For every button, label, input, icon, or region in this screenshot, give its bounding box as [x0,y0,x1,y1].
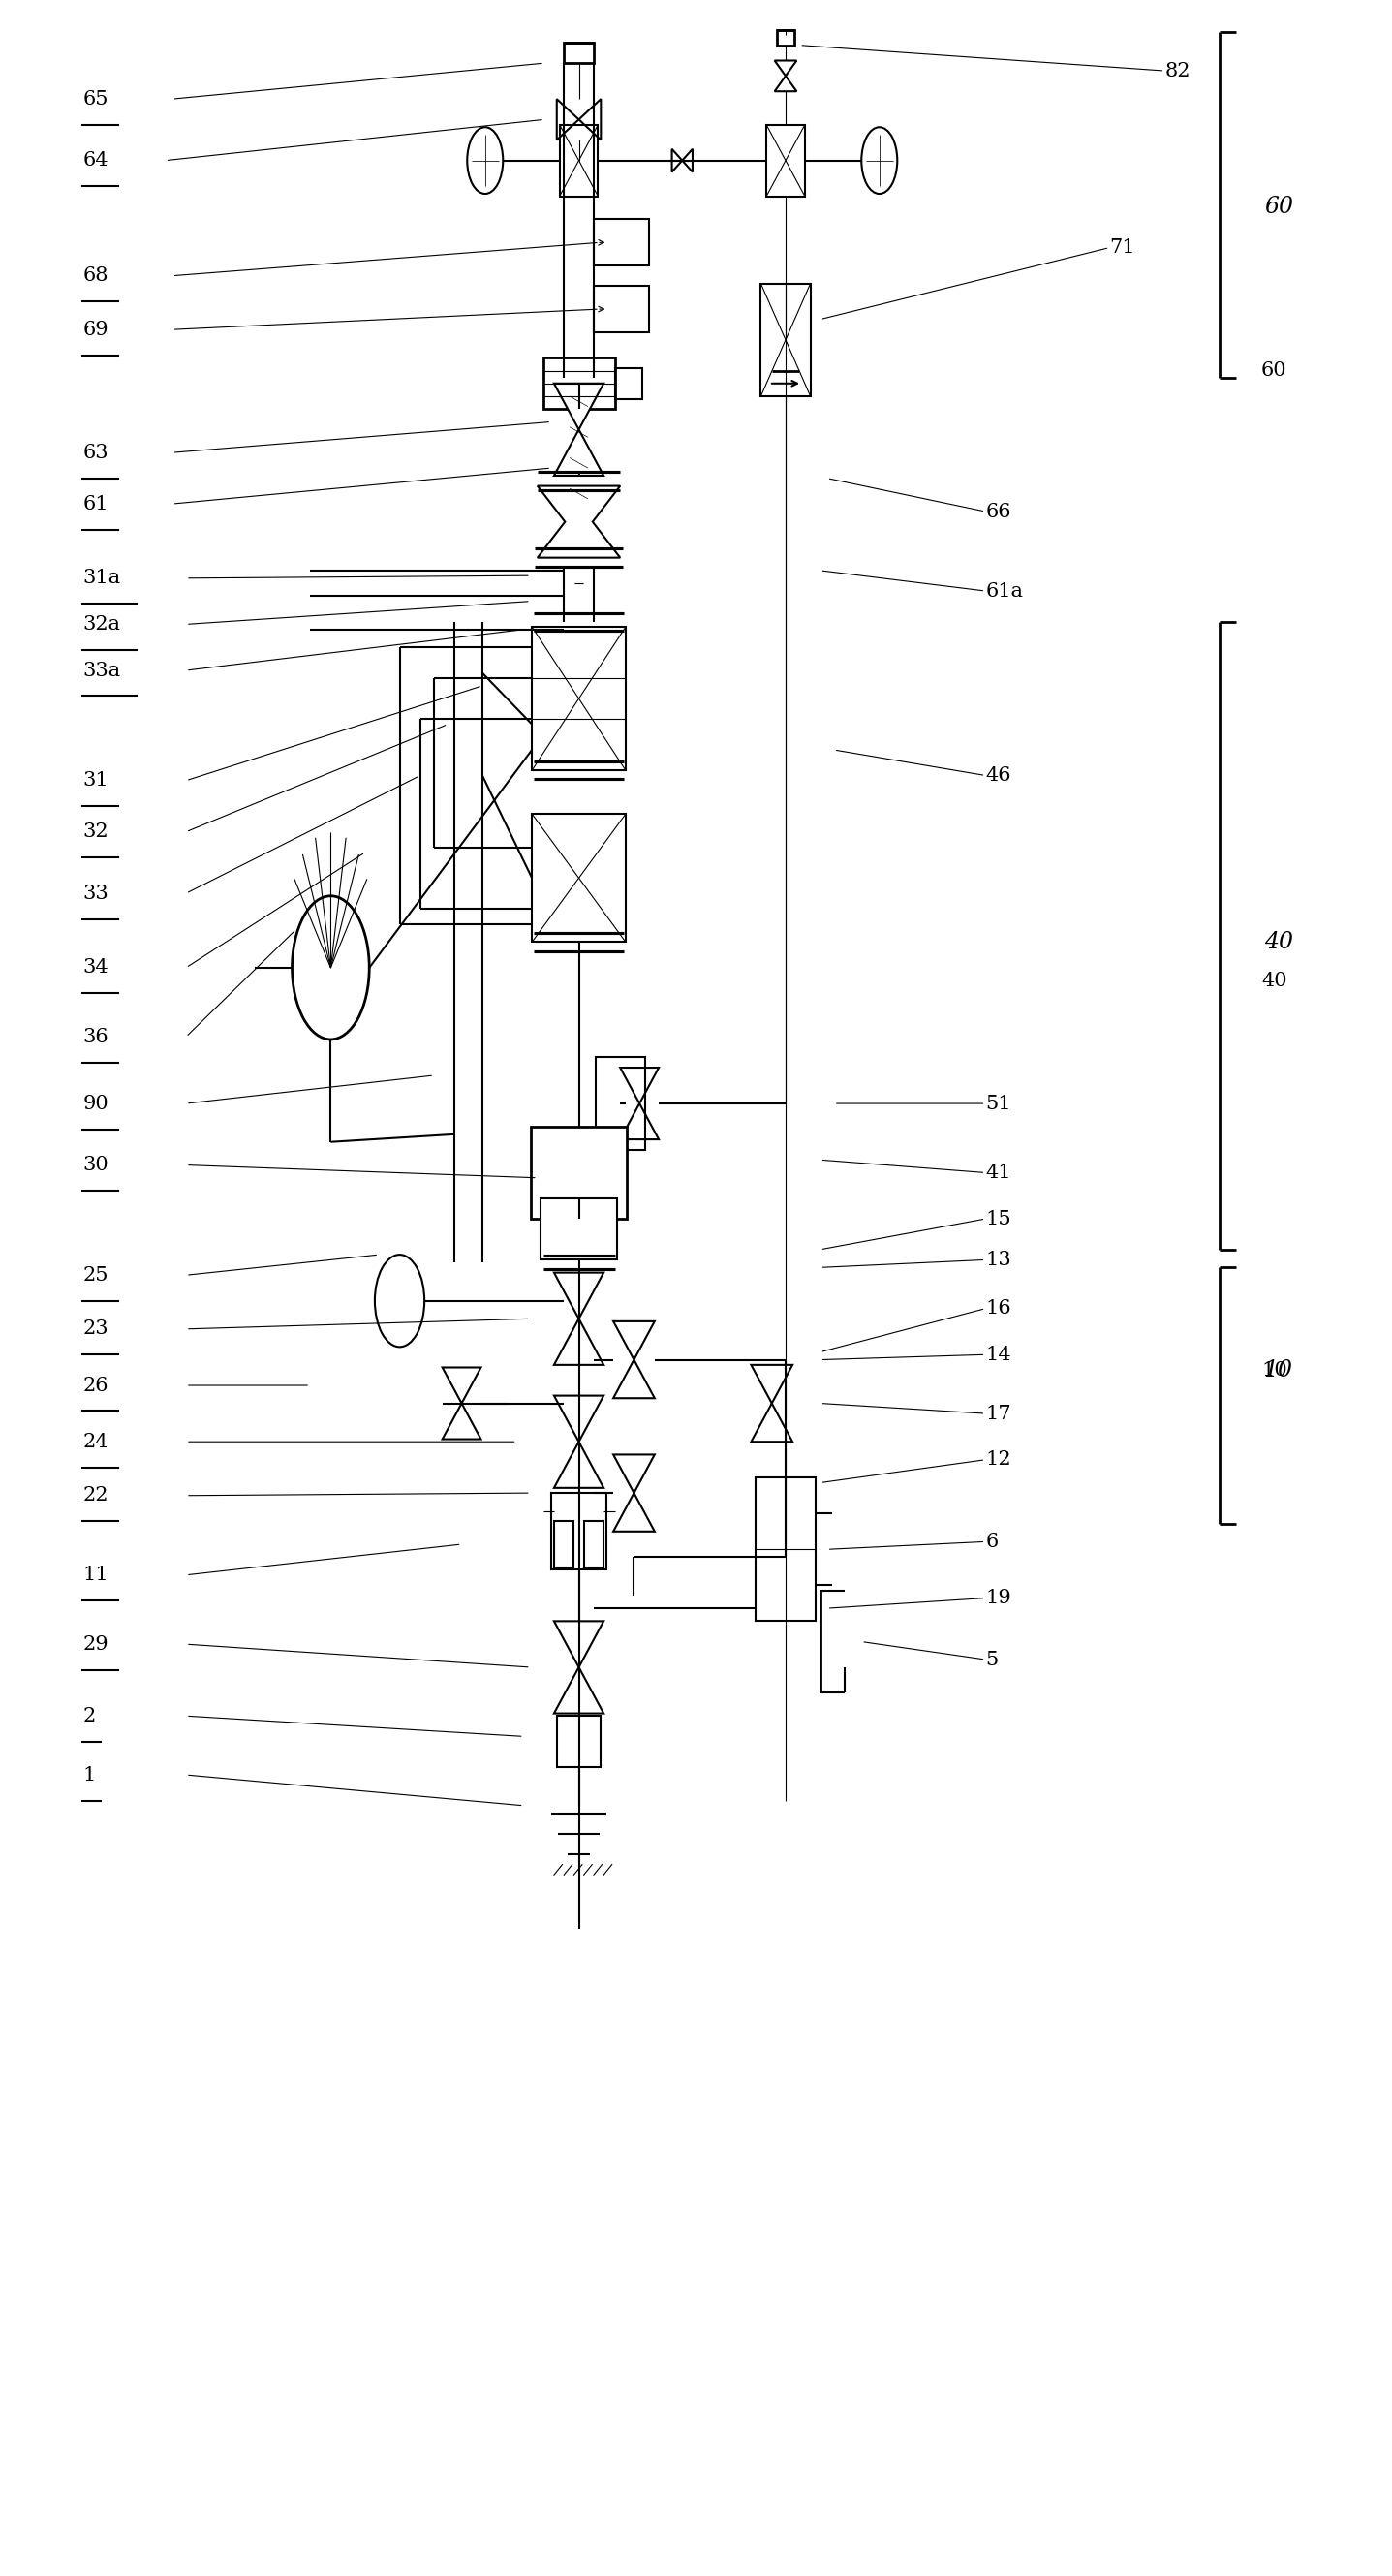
Text: 36: 36 [82,1028,109,1046]
Text: 90: 90 [82,1095,109,1113]
Polygon shape [579,98,601,139]
Polygon shape [557,98,579,139]
Text: 11: 11 [82,1566,109,1584]
Bar [594,219,649,265]
Bar [585,1522,604,1566]
Bar [551,1494,607,1569]
Text: 66: 66 [986,502,1011,520]
Polygon shape [614,1321,654,1360]
Text: 69: 69 [82,319,109,340]
Bar [540,1198,618,1260]
Polygon shape [443,1404,482,1440]
Bar [564,44,594,62]
Text: 32a: 32a [82,616,120,634]
Polygon shape [554,1396,604,1443]
Text: 51: 51 [986,1095,1011,1113]
Text: 32: 32 [82,822,109,842]
Text: 2: 2 [82,1708,96,1726]
Bar [557,1716,601,1767]
Text: 40: 40 [1261,971,1288,989]
Polygon shape [554,430,604,477]
Bar [761,283,810,397]
Bar [530,1126,626,1218]
Text: 61: 61 [82,495,109,513]
Text: 6: 6 [986,1533,998,1551]
Text: 82: 82 [1165,62,1190,80]
Text: 24: 24 [82,1432,109,1450]
Text: 60: 60 [1261,361,1288,379]
Text: 33: 33 [82,884,109,902]
Text: 40: 40 [1264,930,1293,953]
Text: 46: 46 [986,765,1011,786]
Text: 25: 25 [82,1265,109,1285]
Text: 61a: 61a [986,582,1023,600]
Text: 16: 16 [986,1298,1011,1319]
Polygon shape [672,149,682,173]
Text: 17: 17 [986,1404,1011,1422]
Text: 68: 68 [82,265,109,286]
Bar [554,1522,574,1566]
Polygon shape [774,62,796,75]
Polygon shape [614,1455,654,1494]
Polygon shape [752,1365,792,1404]
Bar [756,1479,816,1620]
Bar [615,368,642,399]
Bar [532,626,625,770]
Text: 5: 5 [986,1651,998,1669]
Polygon shape [621,1103,658,1139]
Polygon shape [443,1368,482,1404]
Bar [543,358,615,410]
Text: 63: 63 [82,443,109,461]
Polygon shape [682,149,693,173]
Polygon shape [554,1667,604,1713]
Text: 23: 23 [82,1319,109,1337]
Polygon shape [752,1404,792,1443]
Bar [532,814,625,943]
Text: 10: 10 [1264,1360,1293,1381]
Polygon shape [554,1620,604,1667]
Text: 13: 13 [986,1249,1012,1270]
Text: 10: 10 [1261,1360,1288,1378]
Text: 12: 12 [986,1450,1011,1468]
Bar [596,1056,644,1149]
Text: 34: 34 [82,958,109,976]
Polygon shape [614,1494,654,1533]
Text: 31: 31 [82,770,109,791]
Polygon shape [554,384,604,430]
Text: 19: 19 [986,1589,1012,1607]
Text: 31a: 31a [82,569,121,587]
Text: 29: 29 [82,1636,109,1654]
Polygon shape [554,1273,604,1319]
Text: 14: 14 [986,1345,1011,1363]
Bar [777,31,793,46]
Bar [594,286,649,332]
Text: 64: 64 [82,152,109,170]
Bar [560,124,599,196]
Polygon shape [554,1443,604,1489]
Text: 1: 1 [82,1765,96,1785]
Text: 15: 15 [986,1211,1011,1229]
Text: 71: 71 [1109,240,1136,258]
Polygon shape [614,1360,654,1399]
Text: 22: 22 [82,1486,109,1504]
Text: 30: 30 [82,1157,109,1175]
Polygon shape [621,1066,658,1103]
Polygon shape [554,1319,604,1365]
Text: 33a: 33a [82,662,121,680]
Text: 60: 60 [1264,196,1293,219]
Text: 26: 26 [82,1376,109,1394]
Text: 41: 41 [986,1164,1011,1182]
Bar [767,124,805,196]
Polygon shape [774,75,796,90]
Text: 65: 65 [82,90,109,108]
Polygon shape [537,487,621,556]
